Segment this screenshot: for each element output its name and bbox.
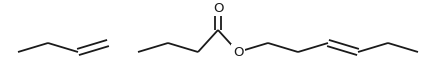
Text: O: O (213, 1, 223, 14)
Text: O: O (233, 46, 243, 59)
